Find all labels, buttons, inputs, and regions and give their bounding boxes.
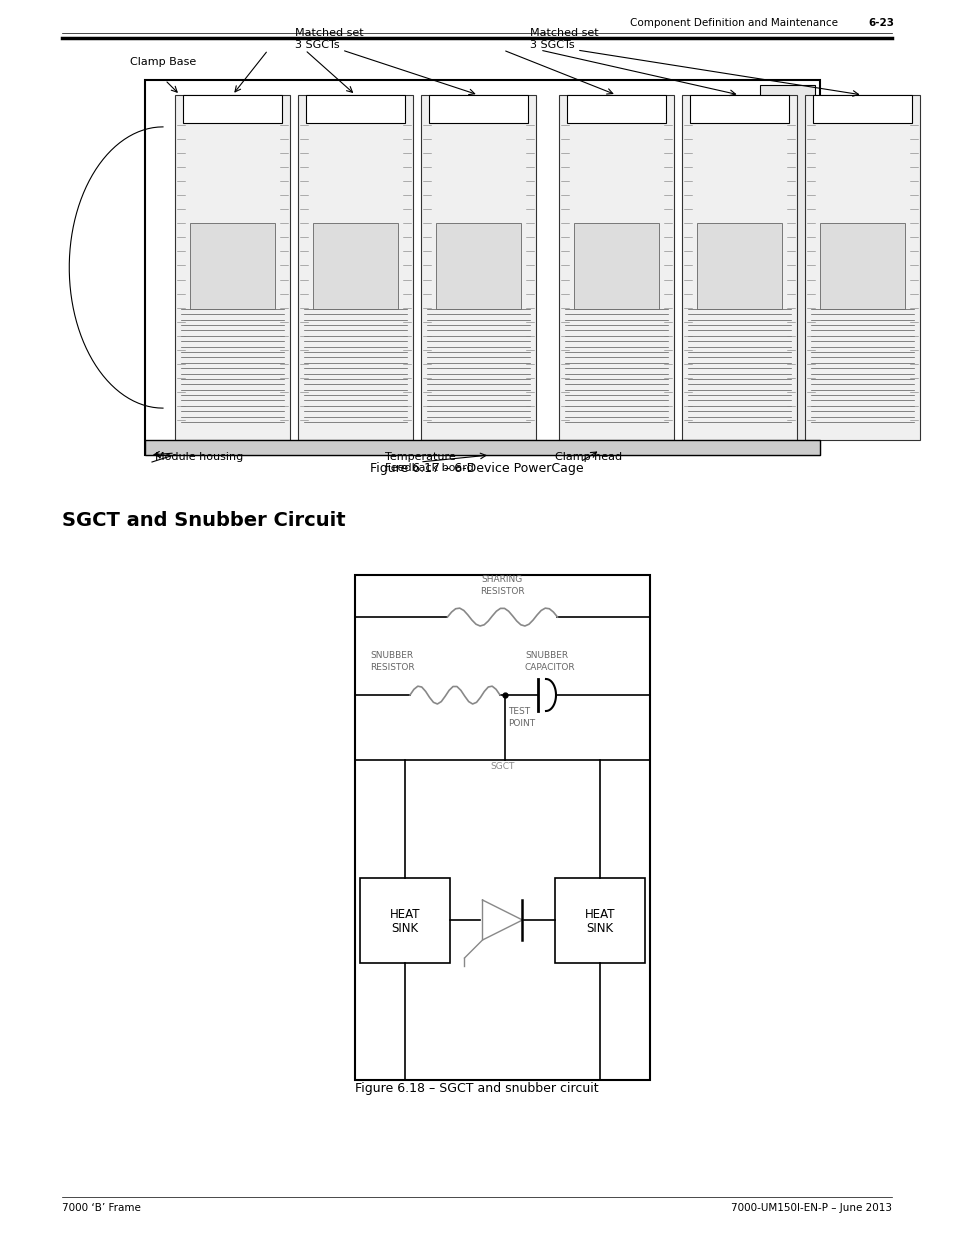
- Text: SGCT: SGCT: [490, 762, 515, 771]
- Text: Matched set: Matched set: [294, 28, 363, 38]
- Text: 6-23: 6-23: [867, 19, 893, 28]
- Text: Module housing: Module housing: [154, 452, 243, 462]
- Text: 7000 ‘B’ Frame: 7000 ‘B’ Frame: [62, 1203, 141, 1213]
- Text: Clamp Base: Clamp Base: [130, 57, 196, 67]
- Bar: [145, 440, 820, 454]
- Bar: [804, 95, 919, 440]
- Text: 3 SGCTs: 3 SGCTs: [530, 40, 574, 49]
- Bar: [681, 95, 796, 440]
- Text: Figure 6.18 – SGCT and snubber circuit: Figure 6.18 – SGCT and snubber circuit: [355, 1082, 598, 1095]
- Text: SINK: SINK: [586, 921, 613, 935]
- Text: Matched set: Matched set: [530, 28, 598, 38]
- Bar: [760, 85, 814, 450]
- Bar: [555, 878, 644, 962]
- Bar: [436, 222, 520, 309]
- Text: Temperature: Temperature: [385, 452, 456, 462]
- Text: Clamp head: Clamp head: [555, 452, 621, 462]
- Bar: [190, 222, 274, 309]
- Text: SGCT and Snubber Circuit: SGCT and Snubber Circuit: [62, 511, 345, 530]
- Text: CAPACITOR: CAPACITOR: [524, 663, 575, 672]
- Bar: [689, 95, 788, 124]
- Text: RESISTOR: RESISTOR: [479, 587, 524, 597]
- Text: SHARING: SHARING: [481, 576, 522, 584]
- Bar: [145, 80, 820, 454]
- Text: RESISTOR: RESISTOR: [370, 663, 415, 672]
- Text: SNUBBER: SNUBBER: [524, 651, 568, 659]
- Bar: [429, 95, 527, 124]
- Text: Feedback board: Feedback board: [385, 463, 474, 473]
- Text: Figure 6.17 – 6-Device PowerCage: Figure 6.17 – 6-Device PowerCage: [370, 462, 583, 475]
- Text: 7000-UM150I-EN-P – June 2013: 7000-UM150I-EN-P – June 2013: [730, 1203, 891, 1213]
- Bar: [297, 95, 413, 440]
- Bar: [359, 878, 450, 962]
- Text: TEST: TEST: [507, 706, 530, 716]
- Text: SNUBBER: SNUBBER: [370, 651, 413, 659]
- Bar: [183, 95, 282, 124]
- Bar: [574, 222, 659, 309]
- Bar: [812, 95, 911, 124]
- Bar: [355, 576, 649, 1079]
- Bar: [558, 95, 673, 440]
- Bar: [697, 222, 781, 309]
- Text: 3 SGCTs: 3 SGCTs: [294, 40, 339, 49]
- Text: HEAT: HEAT: [390, 908, 420, 920]
- Bar: [306, 95, 405, 124]
- Text: Component Definition and Maintenance: Component Definition and Maintenance: [629, 19, 837, 28]
- Bar: [566, 95, 665, 124]
- Bar: [174, 95, 290, 440]
- Bar: [420, 95, 536, 440]
- Bar: [313, 222, 397, 309]
- Text: HEAT: HEAT: [584, 908, 615, 920]
- Text: SINK: SINK: [391, 921, 418, 935]
- Bar: [820, 222, 904, 309]
- Text: POINT: POINT: [507, 719, 535, 727]
